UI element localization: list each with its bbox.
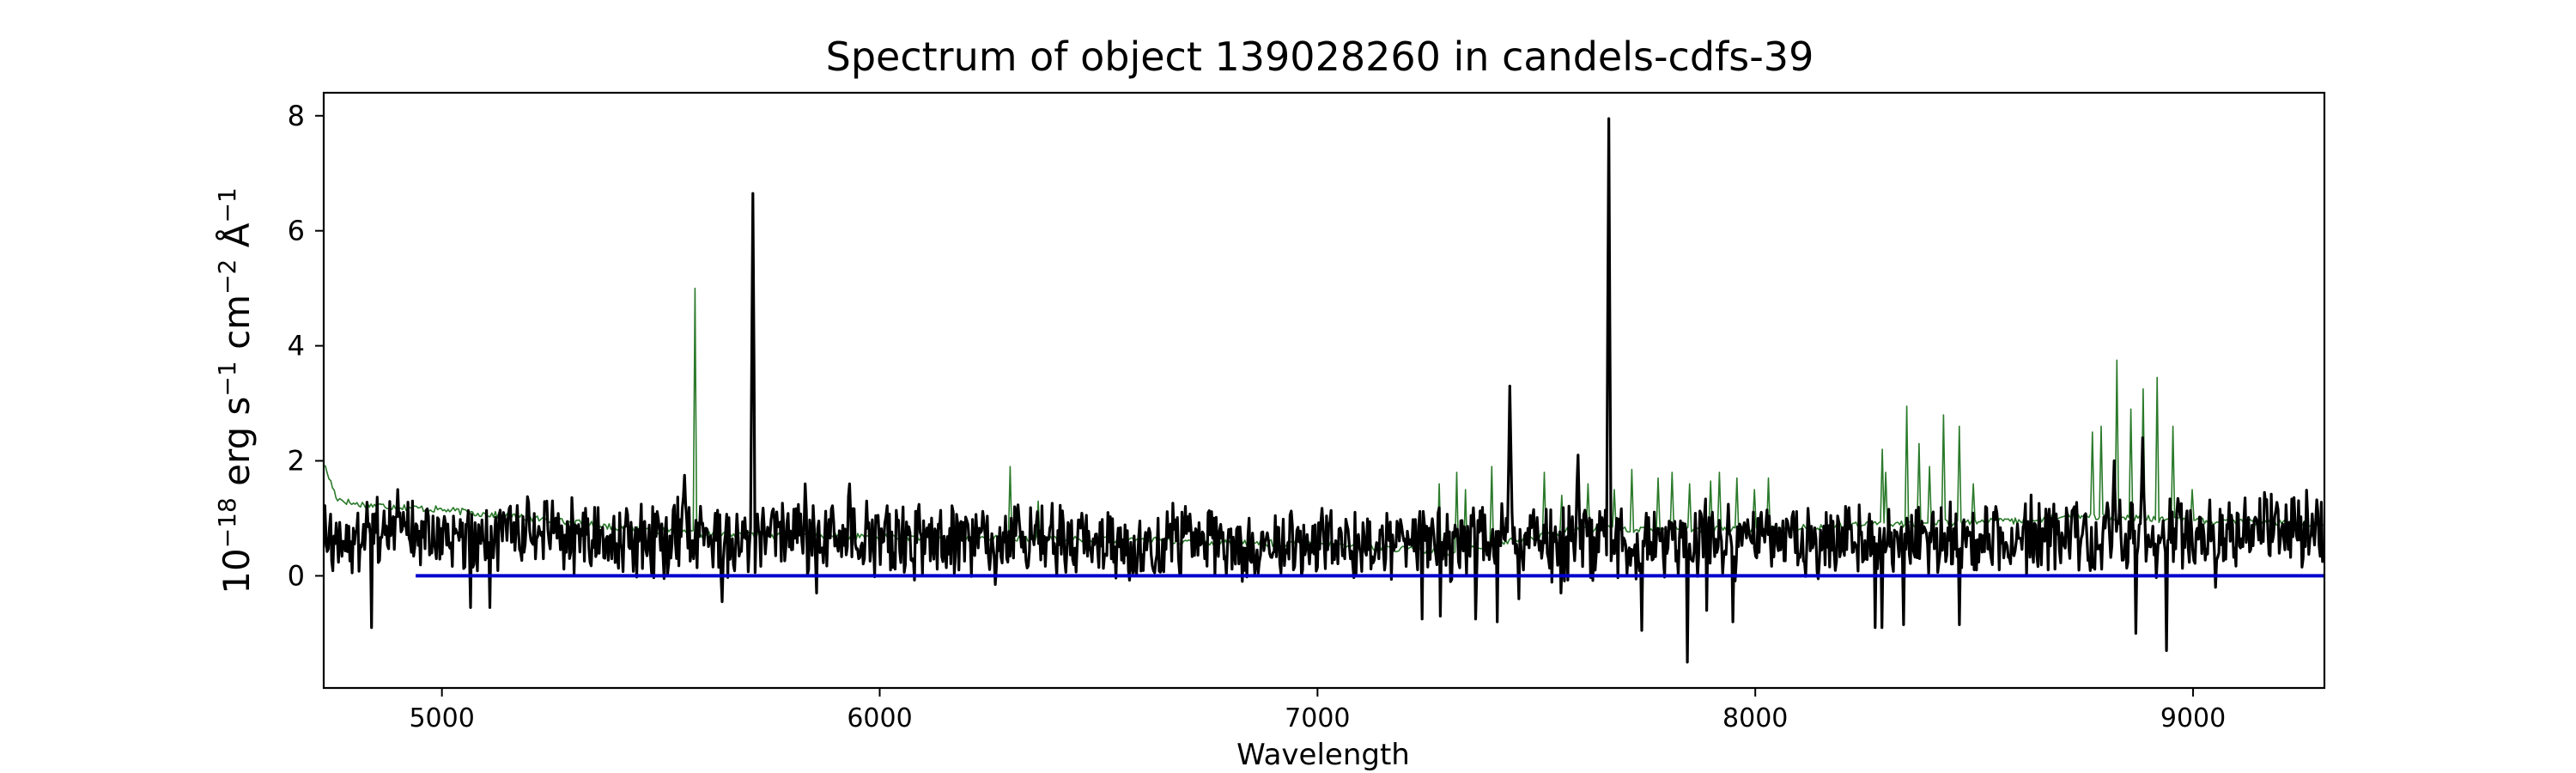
y-label-part1: erg s — [216, 397, 258, 498]
x-tick-label: 8000 — [1722, 703, 1788, 733]
y-tick-label: 6 — [288, 215, 305, 247]
x-axis-label: Wavelength — [1236, 738, 1410, 772]
y-label-exp3: −2 — [213, 259, 241, 295]
y-tick-label: 0 — [288, 559, 305, 592]
series-layer — [324, 117, 2324, 664]
y-label-part2: cm — [216, 295, 258, 361]
observed-spectrum-line — [324, 117, 2324, 664]
plot-background — [324, 93, 2324, 688]
x-tick-label: 5000 — [409, 703, 474, 733]
x-tick-label: 6000 — [847, 703, 912, 733]
y-axis-label: 10−18 erg s−1 cm−2 Å−1 — [213, 187, 258, 593]
x-tick-label: 7000 — [1285, 703, 1350, 733]
y-label-exp4: −1 — [213, 187, 241, 222]
y-label-exp2: −1 — [213, 361, 241, 396]
plot-frame — [322, 91, 2326, 690]
chart-title: Spectrum of object 139028260 in candels-… — [826, 33, 1814, 80]
y-tick-label: 2 — [288, 445, 305, 478]
y-tick-label: 4 — [288, 330, 305, 362]
y-label-part3: Å — [215, 222, 258, 259]
y-axis: 0 2 4 6 8 — [288, 100, 324, 592]
y-tick-label: 8 — [288, 100, 305, 132]
x-axis: 5000 6000 7000 8000 9000 — [409, 688, 2226, 733]
x-tick-label: 9000 — [2160, 703, 2226, 733]
y-label-base: 10 — [216, 548, 258, 593]
plot-area — [322, 91, 2326, 690]
y-label-exp1: −18 — [213, 497, 241, 548]
